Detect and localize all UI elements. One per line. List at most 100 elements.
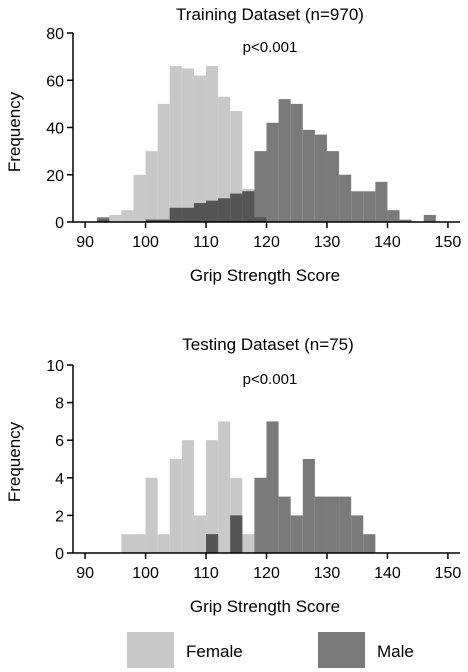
training-male-bar-143 bbox=[399, 219, 412, 222]
training-xtick-label-120: 120 bbox=[253, 234, 280, 251]
testing-bars bbox=[121, 421, 376, 553]
testing-female-bar-113 bbox=[218, 421, 231, 553]
testing-female-bar-109 bbox=[193, 515, 207, 553]
training-overlap-bar-101 bbox=[145, 219, 158, 222]
training-ytick-label-60: 60 bbox=[46, 73, 64, 90]
testing-male-bar-127 bbox=[302, 459, 315, 553]
testing-male-bar-119 bbox=[254, 477, 267, 553]
testing-overlap-bar-115 bbox=[230, 515, 243, 553]
testing-female-bar-101 bbox=[145, 477, 158, 553]
testing-ytick-label-8: 8 bbox=[55, 396, 64, 413]
testing-male-bar-133 bbox=[339, 496, 352, 553]
testing-xtick-label-150: 150 bbox=[435, 565, 462, 582]
training-overlap-bar-93 bbox=[97, 219, 110, 222]
training-overlap-bar-103 bbox=[157, 219, 170, 222]
training-female-bar-103 bbox=[157, 103, 170, 222]
training-overlap-bar-107 bbox=[181, 207, 194, 222]
training-ylabel: Frequency bbox=[5, 91, 24, 172]
testing-axes: 90 100 110 120 130 140 150 0 2 4 6 8 10 bbox=[46, 358, 461, 582]
legend-swatch-male bbox=[318, 632, 365, 668]
testing-female-bar-107 bbox=[181, 440, 194, 553]
training-overlap-bar-109 bbox=[193, 203, 207, 222]
training-female-bar-109 bbox=[193, 75, 207, 223]
training-male-bar-141 bbox=[387, 210, 400, 222]
training-pvalue: p<0.001 bbox=[243, 39, 298, 56]
testing-male-bar-137 bbox=[363, 534, 376, 553]
training-female-bar-111 bbox=[206, 66, 219, 222]
training-male-bar-137 bbox=[363, 191, 376, 222]
testing-xlabel: Grip Strength Score bbox=[190, 597, 340, 616]
training-female-bar-97 bbox=[121, 210, 134, 222]
legend-swatch-female bbox=[127, 632, 174, 668]
testing-male-bar-129 bbox=[314, 496, 327, 553]
training-male-bar-131 bbox=[326, 151, 340, 222]
training-xlabel: Grip Strength Score bbox=[190, 266, 340, 285]
training-male-bar-121 bbox=[266, 122, 279, 222]
testing-histogram: Testing Dataset (n=75) p<0.001 90 100 110 1… bbox=[5, 335, 461, 616]
testing-xtick-label-120: 120 bbox=[253, 565, 280, 582]
training-xtick-label-90: 90 bbox=[76, 234, 94, 251]
training-overlap-bar-117 bbox=[242, 191, 255, 222]
training-axes: 90 100 110 120 130 140 150 0 20 40 60 80 bbox=[46, 26, 461, 251]
testing-female-bar-111 bbox=[206, 440, 219, 553]
testing-ytick-label-10: 10 bbox=[46, 358, 64, 375]
legend-label-male: Male bbox=[377, 642, 414, 661]
training-male-bar-133 bbox=[339, 174, 352, 222]
testing-female-bar-117 bbox=[242, 534, 255, 553]
training-ytick-label-0: 0 bbox=[55, 215, 64, 232]
training-overlap-bar-105 bbox=[169, 207, 182, 222]
testing-male-bar-131 bbox=[326, 496, 340, 553]
testing-title: Testing Dataset (n=75) bbox=[182, 335, 354, 354]
training-male-bar-139 bbox=[375, 181, 388, 222]
training-male-bar-135 bbox=[351, 191, 364, 222]
training-ytick-label-20: 20 bbox=[46, 168, 64, 185]
training-female-bar-113 bbox=[218, 96, 231, 222]
testing-xtick-label-140: 140 bbox=[374, 565, 401, 582]
testing-ytick-label-6: 6 bbox=[55, 433, 64, 450]
testing-male-bar-123 bbox=[278, 496, 291, 553]
testing-xtick-label-130: 130 bbox=[314, 565, 341, 582]
testing-ytick-label-2: 2 bbox=[55, 508, 64, 525]
training-ytick-label-40: 40 bbox=[46, 121, 64, 138]
testing-ytick-label-0: 0 bbox=[55, 546, 64, 563]
training-female-bar-99 bbox=[133, 174, 146, 222]
testing-pvalue: p<0.001 bbox=[243, 371, 298, 388]
testing-xtick-label-100: 100 bbox=[132, 565, 159, 582]
training-male-bar-125 bbox=[290, 103, 303, 222]
testing-female-bar-97 bbox=[121, 534, 134, 553]
testing-male-bar-135 bbox=[351, 515, 364, 553]
training-male-bar-147 bbox=[423, 214, 436, 222]
training-male-bar-127 bbox=[302, 129, 315, 222]
testing-ylabel: Frequency bbox=[5, 421, 24, 502]
training-xtick-label-140: 140 bbox=[374, 234, 401, 251]
training-male-bar-129 bbox=[314, 134, 327, 222]
training-xtick-label-130: 130 bbox=[314, 234, 341, 251]
training-xtick-label-150: 150 bbox=[435, 234, 462, 251]
training-male-bar-119 bbox=[254, 151, 267, 222]
training-ytick-label-80: 80 bbox=[46, 26, 64, 43]
training-female-bar-101 bbox=[145, 151, 158, 222]
training-xtick-label-110: 110 bbox=[193, 234, 219, 251]
training-male-bar-123 bbox=[278, 99, 291, 222]
testing-male-bar-121 bbox=[266, 421, 279, 553]
testing-xtick-label-110: 110 bbox=[193, 565, 219, 582]
training-female-bar-107 bbox=[181, 68, 194, 222]
training-xtick-label-100: 100 bbox=[132, 234, 159, 251]
testing-female-bar-103 bbox=[157, 534, 170, 553]
training-overlap-bar-111 bbox=[206, 200, 219, 222]
legend-label-female: Female bbox=[186, 642, 243, 661]
testing-female-bar-99 bbox=[133, 534, 146, 553]
testing-overlap-bar-111 bbox=[206, 534, 219, 553]
training-female-bar-105 bbox=[169, 66, 182, 222]
testing-female-bar-105 bbox=[169, 459, 182, 553]
training-overlap-bar-115 bbox=[230, 193, 243, 222]
testing-male-bar-125 bbox=[290, 515, 303, 553]
testing-xtick-label-90: 90 bbox=[76, 565, 94, 582]
training-female-bar-95 bbox=[109, 214, 122, 222]
training-overlap-bar-113 bbox=[218, 198, 231, 222]
testing-ytick-label-4: 4 bbox=[55, 471, 64, 488]
legend: Female Male bbox=[127, 632, 414, 668]
training-histogram: Training Dataset (n=970) p<0.001 90 100 11… bbox=[5, 5, 461, 285]
training-bars bbox=[97, 66, 436, 223]
